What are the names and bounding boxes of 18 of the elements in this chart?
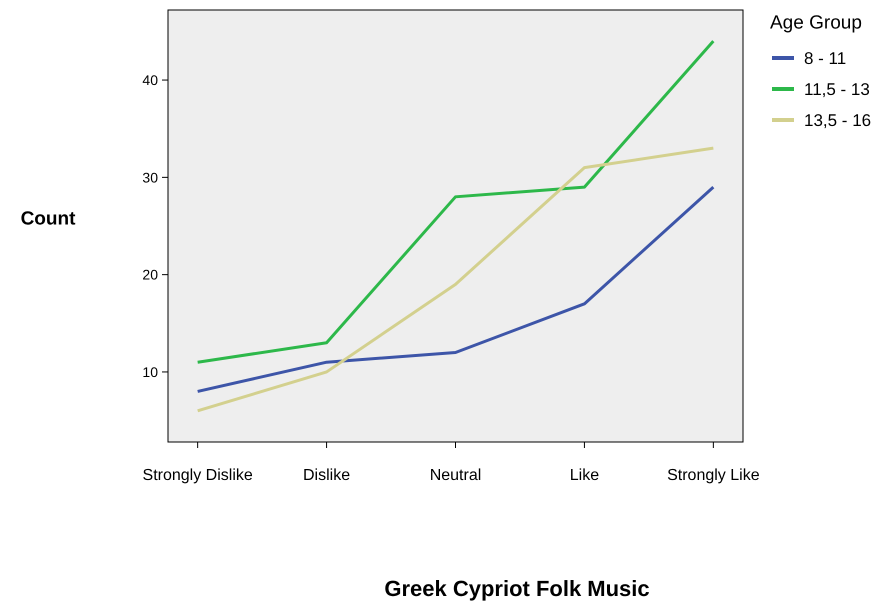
x-tick-label: Dislike <box>303 467 350 484</box>
line-series <box>196 40 715 364</box>
legend-title: Age Group <box>770 12 862 34</box>
x-axis-title: Greek Cypriot Folk Music <box>384 576 650 601</box>
legend-label: 11,5 - 13 <box>804 80 870 99</box>
y-tick-label: 30 <box>142 169 158 186</box>
x-tick-label: Strongly Dislike <box>142 467 253 484</box>
y-tick-label: 40 <box>142 72 158 88</box>
legend-label: 8 - 11 <box>804 48 846 68</box>
line-series <box>196 146 715 412</box>
legend-label: 13,5 - 16 <box>804 110 872 130</box>
x-tick-label: Like <box>570 467 600 484</box>
x-tick-label: Neutral <box>430 467 482 484</box>
x-tick-label: Strongly Like <box>667 467 760 484</box>
line-series <box>196 186 715 393</box>
y-tick-label: 20 <box>142 266 158 283</box>
y-tick-label: 10 <box>142 364 158 380</box>
y-axis-title: Count <box>20 208 76 230</box>
